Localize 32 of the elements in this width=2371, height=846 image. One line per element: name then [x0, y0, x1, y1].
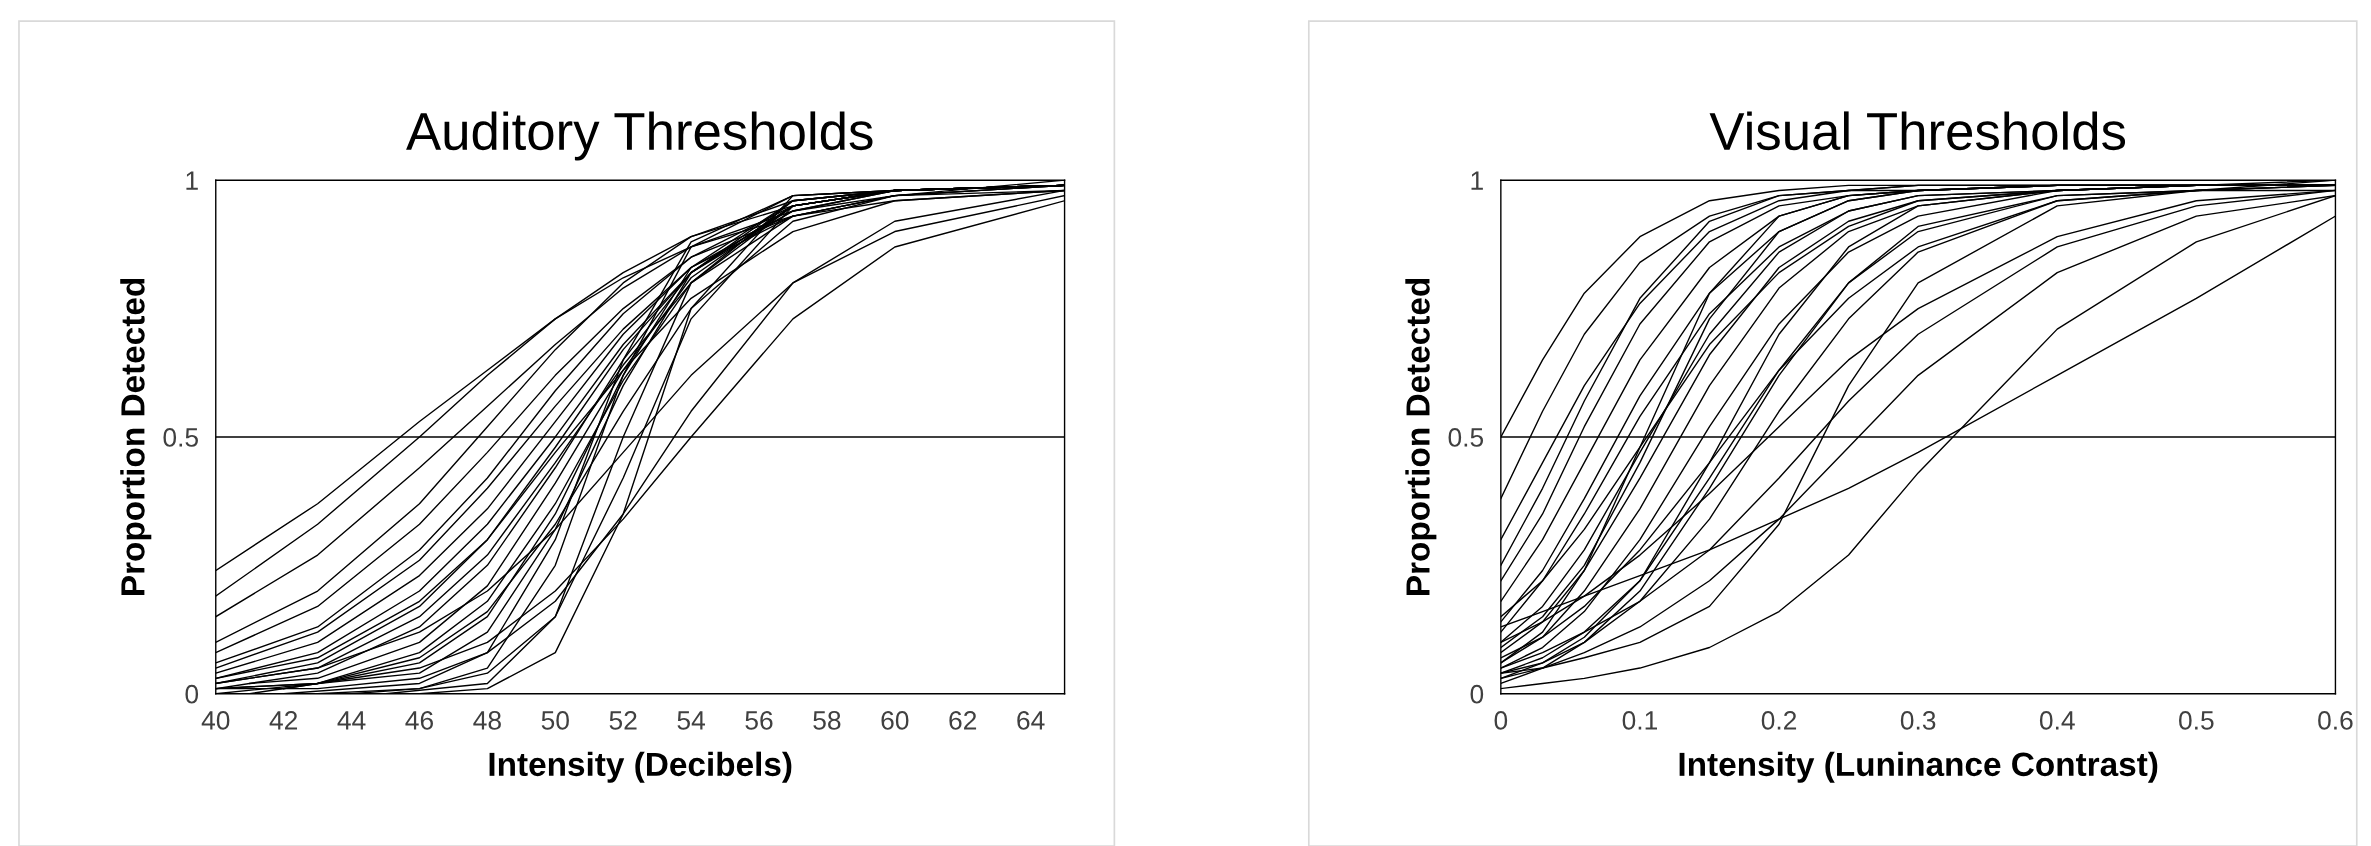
- x-tick-label: 44: [337, 711, 366, 730]
- x-tick-label: 40: [201, 711, 230, 730]
- x-tick-label: 64: [1017, 711, 1045, 730]
- y-tick-label: 0: [1470, 684, 1484, 704]
- x-tick-label: 0.3: [1900, 711, 1936, 730]
- x-tick-label: 52: [609, 711, 637, 730]
- x-tick-label: 0.1: [1622, 711, 1657, 730]
- x-tick-label: 46: [405, 711, 433, 730]
- y-axis-title: Proportion Detected: [120, 278, 152, 595]
- y-tick-label: 1: [186, 171, 198, 190]
- x-tick-label: 56: [745, 711, 773, 730]
- x-axis-title: Intensity (Decibels): [489, 751, 792, 783]
- x-tick-label: 62: [949, 711, 977, 730]
- x-tick-label: 0.2: [1761, 711, 1797, 730]
- x-axis-title: Intensity (Luninance Contrast): [1679, 751, 2158, 783]
- x-tick-label: 42: [269, 711, 298, 730]
- y-tick-label: 0.5: [163, 428, 198, 447]
- x-tick-label: 58: [813, 711, 841, 730]
- x-tick-label: 54: [677, 711, 705, 730]
- y-axis-title: Proportion Detected: [1405, 278, 1437, 595]
- chart-title: Visual Thresholds: [1709, 111, 2126, 151]
- x-tick-label: 0: [1494, 711, 1508, 730]
- chart-title: Auditory Thresholds: [406, 111, 873, 161]
- x-tick-label: 0.4: [2039, 711, 2075, 730]
- x-tick-label: 50: [541, 711, 569, 730]
- x-tick-label: 60: [881, 711, 909, 730]
- x-tick-label: 0.6: [2318, 711, 2353, 730]
- x-tick-label: 0.5: [2179, 711, 2214, 730]
- y-tick-label: 0: [185, 684, 199, 704]
- y-tick-label: 1: [1471, 171, 1483, 190]
- y-tick-label: 0.5: [1448, 428, 1484, 447]
- x-tick-label: 48: [473, 711, 501, 730]
